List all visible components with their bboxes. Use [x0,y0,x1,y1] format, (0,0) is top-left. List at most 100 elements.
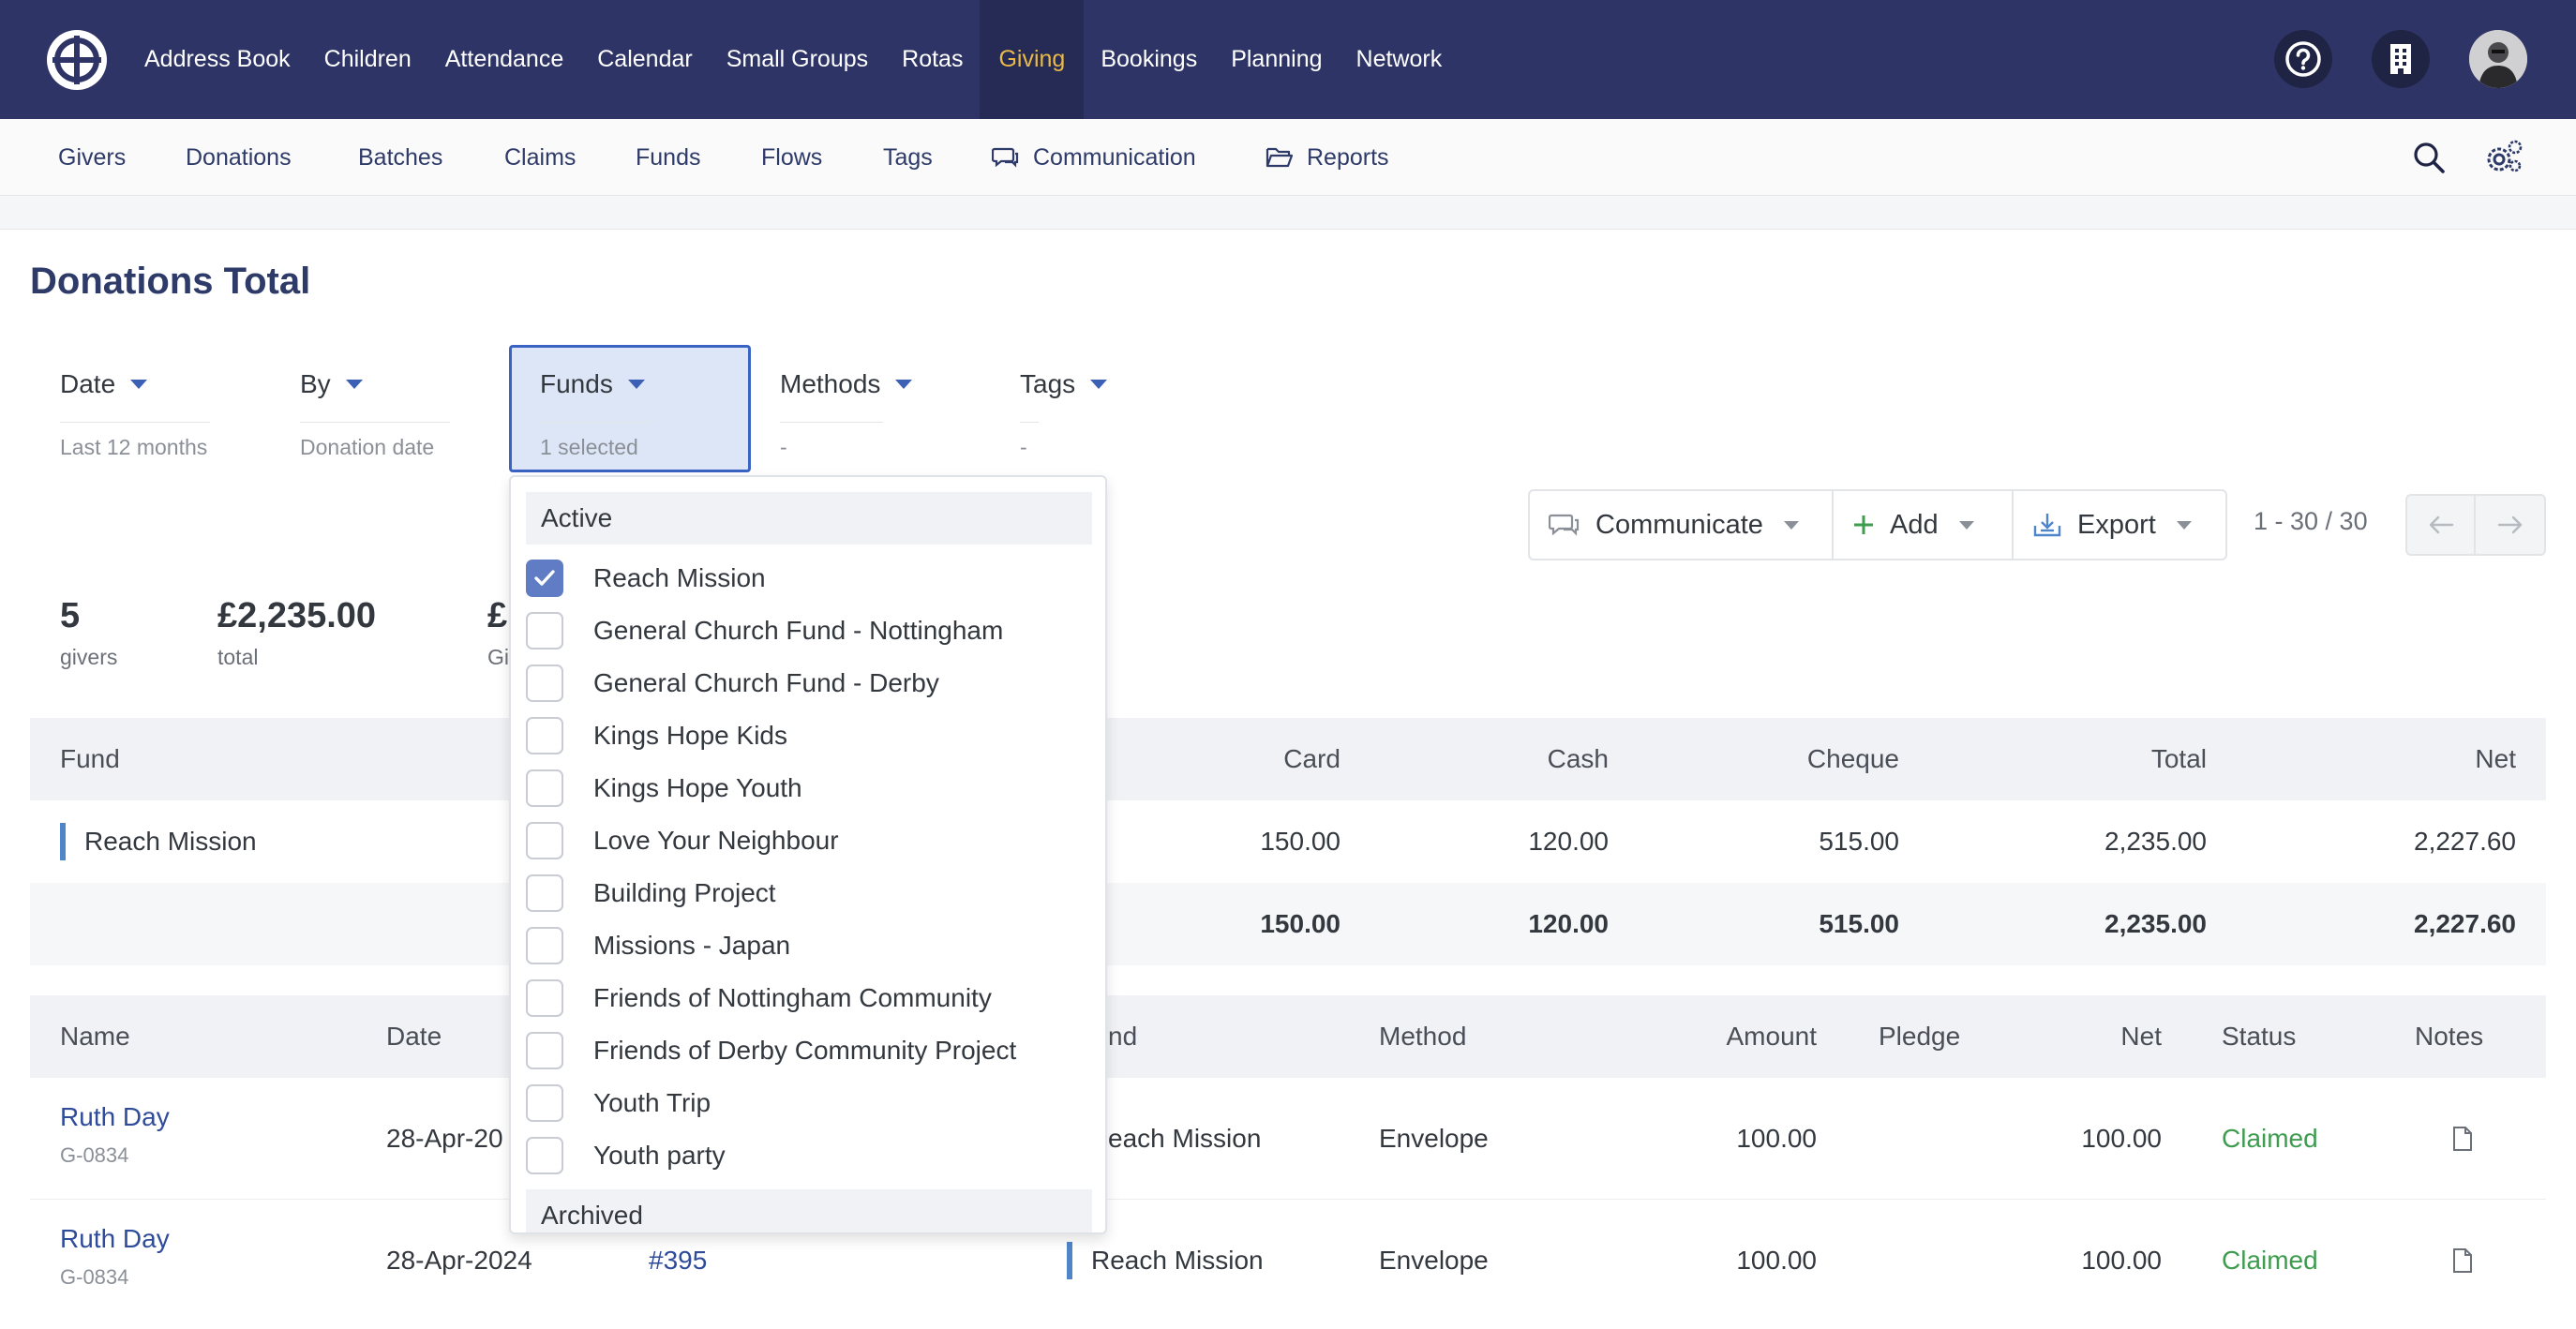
plus-icon [1854,515,1873,534]
organisation-button[interactable] [2372,30,2430,88]
next-page-button[interactable] [2476,496,2544,554]
fund-option-label: Kings Hope Youth [593,773,802,802]
previous-page-button[interactable] [2407,496,2476,554]
export-label: Export [2077,509,2156,540]
filter-funds-value: 1 selected [540,435,638,459]
divider [1020,422,1039,423]
checkbox[interactable] [526,612,563,650]
column-fund: nd [1108,1022,1138,1051]
nav-network[interactable]: Network [1355,46,1443,72]
subnav-givers[interactable]: Givers [58,143,127,171]
fund-option-label: Building Project [593,878,776,907]
donation-fund: Reach Mission [1067,1200,1264,1322]
subnav-funds[interactable]: Funds [636,143,701,171]
checkbox[interactable] [526,664,563,702]
communicate-button[interactable]: Communicate [1530,491,1834,559]
nav-giving[interactable]: Giving [980,0,1085,119]
fund-option-building-project[interactable]: Building Project [526,867,1092,919]
nav-bookings[interactable]: Bookings [1101,46,1198,72]
subnav-communication[interactable]: Communication [992,119,1196,196]
nav-calendar[interactable]: Calendar [597,46,693,72]
giving-subnav: Givers Donations Batches Claims Funds Fl… [0,119,2576,196]
fund-option-label: General Church Fund - Derby [593,668,939,697]
donation-row[interactable]: Ruth Day G-0834 28-Apr-20 each Mission E… [30,1078,2546,1200]
donation-row[interactable]: Ruth Day G-0834 28-Apr-2024 #395 Reach M… [30,1200,2546,1322]
checkbox[interactable] [526,822,563,859]
fund-option-friends-nottingham[interactable]: Friends of Nottingham Community [526,972,1092,1024]
filter-funds[interactable]: Funds 1 selected [509,345,751,472]
subnav-claims[interactable]: Claims [504,143,577,171]
donor-name-link[interactable]: Ruth Day [60,1224,170,1253]
export-button[interactable]: Export [2014,491,2225,559]
filter-tags[interactable]: Tags - [990,345,1200,472]
fund-option-kings-hope-youth[interactable]: Kings Hope Youth [526,762,1092,814]
settings-gear-icon[interactable] [2484,139,2524,176]
summary-net-cell: 2,227.60 [2414,827,2516,856]
filter-date[interactable]: Date Last 12 months [30,345,240,472]
divider [300,422,450,423]
fund-option-kings-hope-kids[interactable]: Kings Hope Kids [526,709,1092,762]
subnav-flows[interactable]: Flows [761,143,823,171]
user-avatar[interactable] [2469,30,2527,88]
checkbox[interactable] [526,979,563,1017]
notes-button[interactable] [2452,1078,2473,1200]
filter-methods[interactable]: Methods - [750,345,960,472]
checkbox[interactable] [526,717,563,754]
subnav-tags[interactable]: Tags [883,143,933,171]
checkbox[interactable] [526,874,563,912]
donation-method: Envelope [1379,1124,1489,1153]
chat-icon [1549,514,1580,536]
app-logo-icon[interactable] [45,28,109,92]
fund-option-label: Kings Hope Kids [593,721,788,750]
nav-children[interactable]: Children [323,46,412,72]
column-amount: Amount [1726,1022,1818,1051]
nav-address-book[interactable]: Address Book [144,46,291,72]
donation-date: 28-Apr-2024 [386,1246,532,1275]
caret-down-icon [627,380,645,389]
fund-option-youth-party[interactable]: Youth party [526,1129,1092,1182]
subnav-donations[interactable]: Donations [186,143,292,171]
totals-total-cell: 2,235.00 [2104,909,2207,938]
action-button-group: Communicate Add Export [1528,489,2227,560]
notes-button[interactable] [2452,1200,2473,1322]
donations-table-header: Name Date nd Method Amount Pledge Net St… [30,995,2546,1078]
nav-planning[interactable]: Planning [1231,46,1323,72]
checkbox-checked[interactable] [526,560,563,597]
nav-small-groups[interactable]: Small Groups [726,46,869,72]
summary-total-cell: 2,235.00 [2104,827,2207,856]
donor-name-link[interactable]: Ruth Day [60,1102,170,1131]
checkbox[interactable] [526,769,563,807]
filter-date-label: Date [60,369,116,398]
subnav-communication-label: Communication [1033,143,1196,171]
caret-down-icon [1783,520,1799,530]
filter-by[interactable]: By Donation date [270,345,480,472]
nav-attendance[interactable]: Attendance [444,46,564,72]
donor-id: G-0834 [60,1143,129,1167]
checkbox[interactable] [526,1084,563,1122]
column-net: Net [2475,744,2516,773]
help-icon [2285,41,2321,77]
column-cash: Cash [1547,744,1609,773]
batch-link[interactable]: #395 [649,1246,708,1275]
fund-option-reach-mission[interactable]: Reach Mission [526,552,1092,605]
divider [540,422,652,423]
nav-rotas[interactable]: Rotas [902,46,964,72]
add-button[interactable]: Add [1834,491,2014,559]
add-label: Add [1890,509,1939,540]
fund-option-friends-derby[interactable]: Friends of Derby Community Project [526,1024,1092,1077]
checkbox[interactable] [526,1032,563,1069]
dropdown-section-archived: Archived [526,1189,1092,1232]
checkbox[interactable] [526,1137,563,1174]
search-icon[interactable] [2411,140,2447,175]
fund-option-love-your-neighbour[interactable]: Love Your Neighbour [526,814,1092,867]
summary-table-row[interactable]: Reach Mission 150.00 120.00 515.00 2,235… [30,800,2546,883]
fund-option-missions-japan[interactable]: Missions - Japan [526,919,1092,972]
subnav-batches[interactable]: Batches [358,143,443,171]
summary-fund-cell: Reach Mission [60,800,257,883]
subnav-reports[interactable]: Reports [1266,119,1389,196]
checkbox[interactable] [526,927,563,964]
fund-option-general-derby[interactable]: General Church Fund - Derby [526,657,1092,709]
fund-option-general-nottingham[interactable]: General Church Fund - Nottingham [526,605,1092,657]
fund-option-youth-trip[interactable]: Youth Trip [526,1077,1092,1129]
help-button[interactable] [2274,30,2332,88]
